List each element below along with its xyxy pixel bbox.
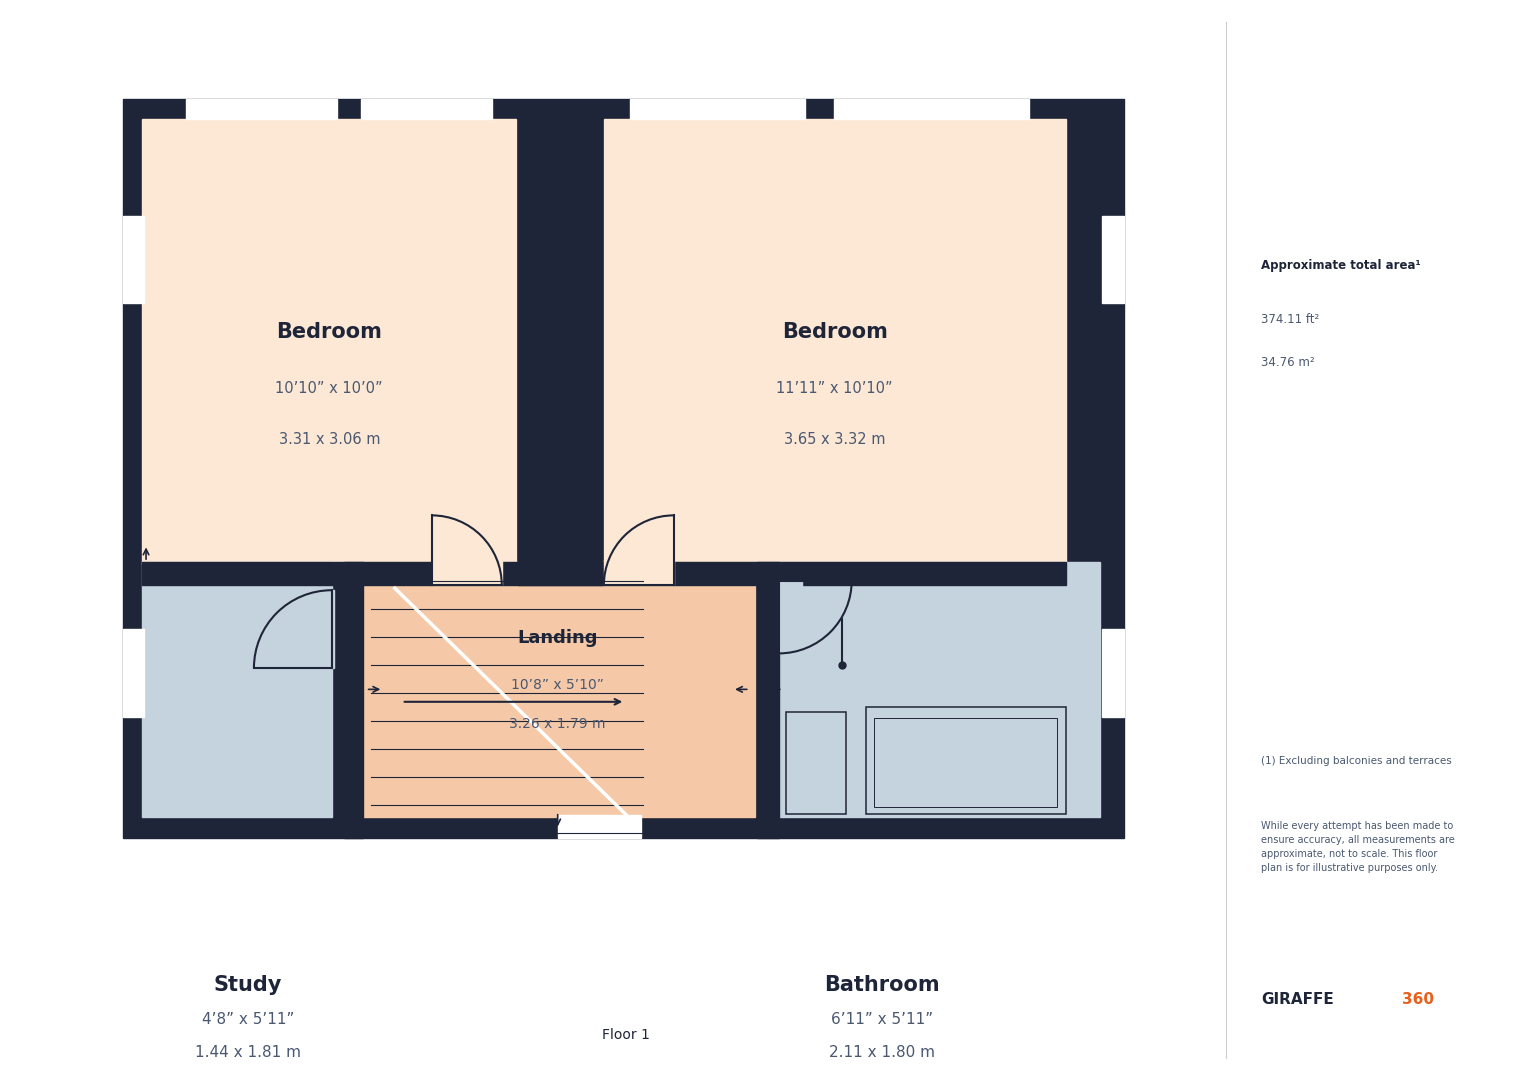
Bar — [360, 562, 754, 816]
Text: 2.11 x 1.80 m: 2.11 x 1.80 m — [829, 1044, 935, 1059]
Text: Approximate total area¹: Approximate total area¹ — [1261, 259, 1420, 272]
Text: 34.76 m²: 34.76 m² — [1261, 356, 1315, 369]
Bar — [310, 590, 333, 667]
Text: Bedroom: Bedroom — [782, 323, 887, 342]
Bar — [785, 712, 846, 814]
Bar — [142, 562, 1066, 585]
Text: (1) Excluding balconies and terraces: (1) Excluding balconies and terraces — [1261, 756, 1452, 766]
Text: 10’8” x 5’10”: 10’8” x 5’10” — [512, 678, 605, 692]
Bar — [518, 117, 602, 585]
Bar — [1102, 216, 1124, 303]
Bar — [142, 562, 331, 816]
Bar — [186, 99, 336, 119]
Text: GIRAFFE: GIRAFFE — [1261, 993, 1333, 1008]
Bar — [757, 562, 779, 838]
Bar — [603, 561, 673, 585]
Text: 10’10” x 10’0”: 10’10” x 10’0” — [275, 381, 383, 396]
Bar — [559, 814, 641, 838]
Text: 3.26 x 1.79 m: 3.26 x 1.79 m — [510, 717, 606, 731]
Bar — [834, 99, 1029, 119]
Bar — [866, 706, 1066, 814]
Text: Floor 1: Floor 1 — [602, 1028, 651, 1042]
Bar — [603, 119, 1066, 564]
Text: Landing: Landing — [518, 630, 599, 647]
Bar — [142, 119, 516, 564]
Bar — [122, 629, 144, 717]
Bar — [779, 581, 802, 653]
Text: 3.65 x 3.32 m: 3.65 x 3.32 m — [783, 432, 886, 447]
Bar — [631, 99, 805, 119]
Bar — [873, 717, 1057, 807]
Text: 3.31 x 3.06 m: 3.31 x 3.06 m — [278, 432, 380, 447]
Bar — [344, 562, 363, 838]
Text: Bedroom: Bedroom — [276, 323, 382, 342]
Bar — [360, 99, 492, 119]
Text: 6’11” x 5’11”: 6’11” x 5’11” — [831, 1012, 933, 1027]
Text: 360: 360 — [1402, 993, 1434, 1008]
Text: 11’11” x 10’10”: 11’11” x 10’10” — [776, 381, 893, 396]
Text: 1.44 x 1.81 m: 1.44 x 1.81 m — [195, 1044, 301, 1059]
Text: While every attempt has been made to
ensure accuracy, all measurements are
appro: While every attempt has been made to ens… — [1261, 821, 1455, 873]
Bar — [122, 99, 1124, 838]
Text: 374.11 ft²: 374.11 ft² — [1261, 313, 1319, 326]
Bar — [779, 562, 1099, 816]
Bar — [1102, 629, 1124, 717]
Bar — [432, 561, 502, 585]
Text: Bathroom: Bathroom — [825, 975, 939, 995]
Text: 4’8” x 5’11”: 4’8” x 5’11” — [202, 1012, 295, 1027]
Bar — [122, 216, 144, 303]
Text: Study: Study — [214, 975, 282, 995]
